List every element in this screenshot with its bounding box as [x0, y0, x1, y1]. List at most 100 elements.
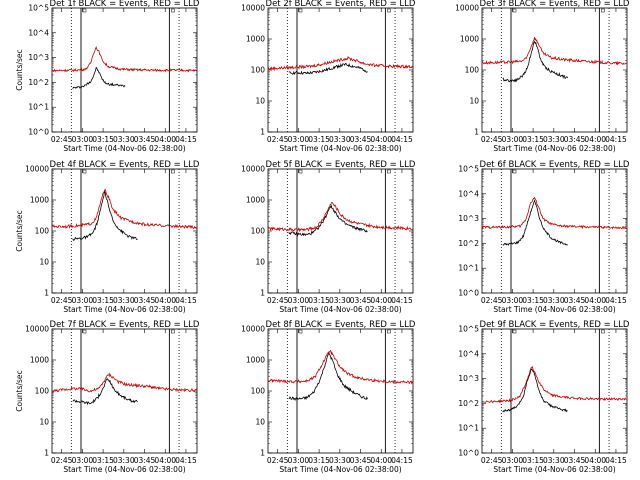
series-line-events [72, 66, 126, 89]
y-tick-label: 10000 [455, 4, 479, 13]
x-tick-label: 04:00 [370, 296, 392, 305]
y-tick-label: 10^4 [458, 349, 479, 358]
series-line-lld [51, 45, 198, 73]
plot-frame [481, 7, 628, 133]
y-tick-label: 10000 [241, 325, 265, 334]
chart-panel-4: Det 4f BLACK = Events, RED = LLD 1 10 100 10… [15, 160, 200, 314]
y-tick-label: 10^4 [28, 28, 49, 37]
x-tick-label: 03:45 [564, 135, 586, 144]
plot-frame [267, 328, 414, 454]
x-tick-label: 03:30 [543, 456, 565, 465]
y-tick-label: 1000 [30, 356, 49, 365]
x-axis-label: Start Time (04-Nov-06 02:38:00) [279, 144, 401, 153]
x-tick-label: 04:00 [370, 456, 392, 465]
chart-panel-9: Det 9f BLACK = Events, RED = LLD 10^0 10^1… [458, 320, 630, 474]
series-line-events [288, 204, 368, 237]
interval-marker [387, 329, 391, 334]
y-tick-label: 10^3 [458, 214, 479, 223]
x-tick-label: 03:15 [308, 135, 330, 144]
x-tick-label: 04:15 [605, 296, 627, 305]
x-tick-label: 02:45 [267, 296, 289, 305]
chart-panel-6: Det 6f BLACK = Events, RED = LLD 10^0 10^1… [458, 160, 630, 314]
x-tick-label: 03:00 [288, 296, 310, 305]
x-tick-label: 02:45 [51, 296, 73, 305]
x-axis-label: Start Time (04-Nov-06 02:38:00) [63, 144, 185, 153]
x-tick-label: 04:15 [391, 456, 413, 465]
x-tick-label: 03:00 [502, 135, 524, 144]
x-tick-label: 03:45 [564, 456, 586, 465]
x-tick-label: 04:00 [154, 296, 176, 305]
x-tick-label: 04:00 [154, 456, 176, 465]
x-axis-label: Start Time (04-Nov-06 02:38:00) [493, 305, 615, 314]
y-tick-label: 10000 [25, 165, 49, 174]
x-tick-label: 03:30 [329, 135, 351, 144]
series-line-lld [267, 349, 414, 385]
x-tick-label: 02:45 [481, 456, 503, 465]
x-tick-label: 03:30 [329, 296, 351, 305]
x-axis-label: Start Time (04-Nov-06 02:38:00) [63, 305, 185, 314]
series-line-events [502, 40, 568, 83]
y-tick-label: 10^3 [28, 53, 49, 62]
x-tick-label: 03:15 [92, 456, 114, 465]
interval-marker [601, 329, 605, 334]
y-tick-label: 100 [251, 387, 266, 396]
x-axis-label: Start Time (04-Nov-06 02:38:00) [63, 465, 185, 474]
chart-panel-7: Det 7f BLACK = Events, RED = LLD 1 10 100 10… [15, 320, 200, 474]
series-line-lld [267, 202, 414, 233]
x-tick-label: 03:30 [329, 456, 351, 465]
series-line-events [502, 199, 568, 246]
y-tick-label: 10000 [25, 325, 49, 334]
chart-title: Det 1f BLACK = Events, RED = LLD [50, 0, 200, 9]
y-tick-label: 10^3 [458, 374, 479, 383]
chart-panel-5: Det 5f BLACK = Events, RED = LLD 1 10 100 10… [241, 160, 416, 314]
x-tick-label: 04:00 [584, 296, 606, 305]
x-tick-label: 03:45 [134, 456, 156, 465]
chart-title: Det 8f BLACK = Events, RED = LLD [266, 320, 416, 330]
x-tick-label: 04:15 [605, 456, 627, 465]
y-tick-label: 10^2 [458, 239, 479, 248]
x-tick-label: 04:00 [584, 135, 606, 144]
x-axis-label: Start Time (04-Nov-06 02:38:00) [279, 305, 401, 314]
chart-title: Det 6f BLACK = Events, RED = LLD [480, 160, 630, 170]
x-tick-label: 03:00 [288, 135, 310, 144]
y-tick-label: 10 [255, 418, 265, 427]
chart-title: Det 3f BLACK = Events, RED = LLD [480, 0, 630, 9]
interval-marker [512, 329, 517, 334]
x-tick-label: 03:15 [522, 135, 544, 144]
y-tick-label: 1000 [246, 196, 265, 205]
x-axis-label: Start Time (04-Nov-06 02:38:00) [493, 465, 615, 474]
x-axis-label: Start Time (04-Nov-06 02:38:00) [493, 144, 615, 153]
x-tick-label: 03:15 [522, 296, 544, 305]
x-tick-label: 03:00 [72, 135, 94, 144]
x-tick-label: 04:00 [370, 135, 392, 144]
x-tick-label: 02:45 [267, 456, 289, 465]
x-tick-label: 03:15 [308, 296, 330, 305]
interval-marker [171, 8, 175, 13]
x-tick-label: 04:15 [175, 456, 197, 465]
y-tick-label: 10000 [241, 4, 265, 13]
interval-marker [298, 8, 303, 13]
series-line-lld [481, 365, 628, 404]
x-tick-label: 03:45 [350, 135, 372, 144]
interval-marker [82, 169, 87, 174]
interval-marker [387, 169, 391, 174]
y-tick-label: 1 [260, 449, 265, 458]
x-tick-label: 03:30 [113, 135, 135, 144]
y-tick-label: 100 [35, 387, 50, 396]
chart-title: Det 5f BLACK = Events, RED = LLD [266, 160, 416, 170]
x-tick-label: 04:00 [154, 135, 176, 144]
y-tick-label: 10 [39, 418, 49, 427]
x-tick-label: 04:15 [391, 135, 413, 144]
x-tick-label: 02:45 [51, 456, 73, 465]
x-tick-label: 04:15 [175, 296, 197, 305]
series-line-events [288, 62, 368, 76]
y-tick-label: 10000 [241, 165, 265, 174]
y-tick-label: 1000 [460, 35, 479, 44]
x-tick-label: 03:45 [350, 296, 372, 305]
x-tick-label: 03:45 [134, 296, 156, 305]
y-tick-label: 10^4 [458, 189, 479, 198]
y-tick-label: 1 [474, 128, 479, 137]
x-tick-label: 03:45 [350, 456, 372, 465]
x-tick-label: 03:15 [92, 135, 114, 144]
